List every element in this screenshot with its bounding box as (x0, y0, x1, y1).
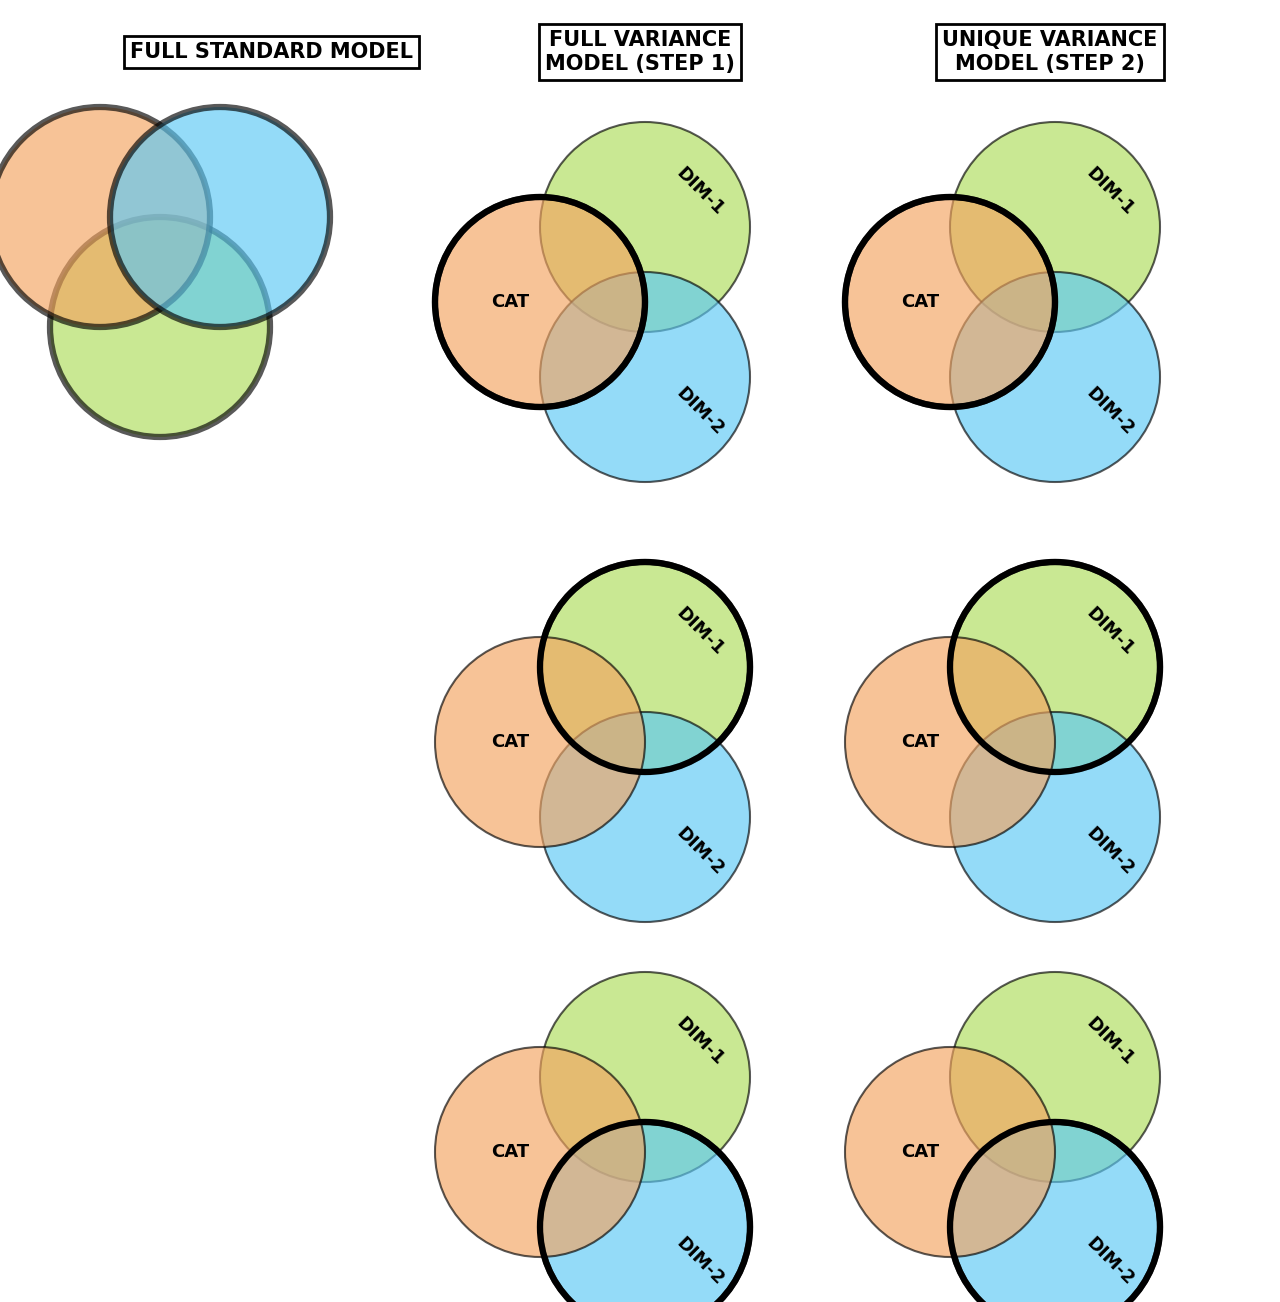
Circle shape (950, 973, 1160, 1182)
Circle shape (540, 712, 750, 922)
Circle shape (950, 562, 1160, 772)
Text: CAT: CAT (901, 1143, 940, 1161)
Text: DIM-1: DIM-1 (672, 164, 727, 220)
Text: DIM-1: DIM-1 (1083, 604, 1138, 659)
Circle shape (540, 1122, 750, 1302)
Circle shape (950, 122, 1160, 332)
Circle shape (950, 1122, 1160, 1302)
Text: DIM-2: DIM-2 (1083, 1234, 1138, 1289)
Circle shape (845, 1047, 1055, 1256)
Text: CAT: CAT (492, 733, 529, 751)
Circle shape (540, 272, 750, 482)
Circle shape (950, 272, 1160, 482)
Text: FULL STANDARD MODEL: FULL STANDARD MODEL (131, 42, 413, 62)
Text: DIM-1: DIM-1 (1083, 164, 1138, 220)
Circle shape (435, 197, 645, 408)
Text: CAT: CAT (492, 1143, 529, 1161)
Text: DIM-2: DIM-2 (672, 824, 727, 879)
Text: DIM-1: DIM-1 (1083, 1014, 1138, 1069)
Circle shape (540, 973, 750, 1182)
Circle shape (50, 217, 270, 437)
Text: DIM-2: DIM-2 (672, 1234, 727, 1289)
Circle shape (845, 197, 1055, 408)
Text: CAT: CAT (901, 293, 940, 311)
Text: DIM-2: DIM-2 (672, 384, 727, 439)
Text: CAT: CAT (901, 733, 940, 751)
Circle shape (540, 562, 750, 772)
Circle shape (435, 637, 645, 848)
Circle shape (0, 107, 210, 327)
Circle shape (435, 1047, 645, 1256)
Circle shape (845, 637, 1055, 848)
Circle shape (110, 107, 330, 327)
Circle shape (950, 712, 1160, 922)
Text: CAT: CAT (492, 293, 529, 311)
Text: UNIQUE VARIANCE
MODEL (STEP 2): UNIQUE VARIANCE MODEL (STEP 2) (942, 30, 1157, 74)
Text: DIM-1: DIM-1 (672, 604, 727, 659)
Text: DIM-1: DIM-1 (672, 1014, 727, 1069)
Text: DIM-2: DIM-2 (1083, 824, 1138, 879)
Circle shape (540, 122, 750, 332)
Text: FULL VARIANCE
MODEL (STEP 1): FULL VARIANCE MODEL (STEP 1) (545, 30, 735, 74)
Text: DIM-2: DIM-2 (1083, 384, 1138, 439)
